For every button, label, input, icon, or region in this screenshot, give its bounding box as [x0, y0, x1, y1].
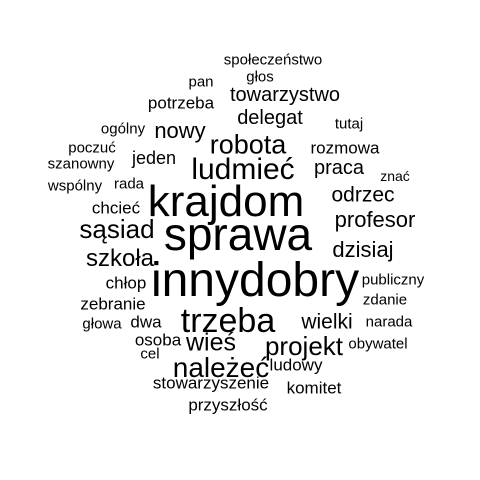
- word-26: szkoła: [85, 245, 155, 272]
- word-28: innydobry: [150, 254, 360, 307]
- word-32: głowa: [82, 315, 122, 333]
- word-1: głos: [246, 68, 274, 86]
- word-24: sprawa: [163, 208, 313, 260]
- word-20: odrzec: [331, 183, 395, 207]
- word-16: znać: [380, 168, 410, 184]
- word-30: zdanie: [362, 291, 408, 309]
- word-41: cel: [140, 345, 160, 363]
- word-23: sąsiad: [79, 214, 155, 244]
- word-39: projekt: [264, 331, 344, 361]
- word-10: rozmowa: [310, 138, 380, 158]
- word-38: wieś: [185, 328, 237, 357]
- word-25: dzisiaj: [332, 237, 394, 262]
- word-13: jeden: [131, 148, 177, 168]
- word-29: publiczny: [361, 271, 425, 289]
- word-36: narada: [365, 313, 413, 331]
- word-12: szanowny: [47, 155, 115, 173]
- word-6: tutaj: [334, 115, 364, 133]
- word-5: delegat: [237, 107, 303, 129]
- word-4: potrzeba: [147, 93, 215, 113]
- word-27: chłop: [105, 273, 147, 293]
- word-46: przyszłość: [188, 395, 268, 415]
- word-7: ogólny: [100, 120, 146, 138]
- word-45: komitet: [286, 378, 342, 398]
- word-17: wspólny: [47, 177, 103, 195]
- word-8: nowy: [154, 118, 206, 143]
- word-21: chcieć: [91, 198, 141, 218]
- word-11: poczuć: [68, 139, 116, 157]
- word-42: należeć: [172, 352, 270, 383]
- word-43: ludowy: [269, 355, 323, 375]
- word-3: towarzystwo: [229, 84, 341, 106]
- word-37: osoba: [134, 330, 182, 350]
- word-15: praca: [313, 157, 365, 179]
- word-33: dwa: [130, 312, 162, 332]
- word-40: obywatel: [348, 335, 408, 353]
- word-34: trzeba: [180, 302, 276, 340]
- word-18: rada: [113, 175, 145, 193]
- word-19: krajdom: [147, 177, 305, 226]
- word-31: zebranie: [80, 294, 146, 314]
- word-22: profesor: [334, 207, 416, 232]
- word-44: stowarzyszenie: [152, 373, 270, 393]
- word-2: pan: [188, 73, 214, 91]
- word-9: robota: [209, 129, 287, 160]
- word-0: społeczeństwo: [223, 51, 323, 69]
- word-35: wielki: [301, 310, 353, 334]
- word-14: ludmieć: [191, 153, 295, 186]
